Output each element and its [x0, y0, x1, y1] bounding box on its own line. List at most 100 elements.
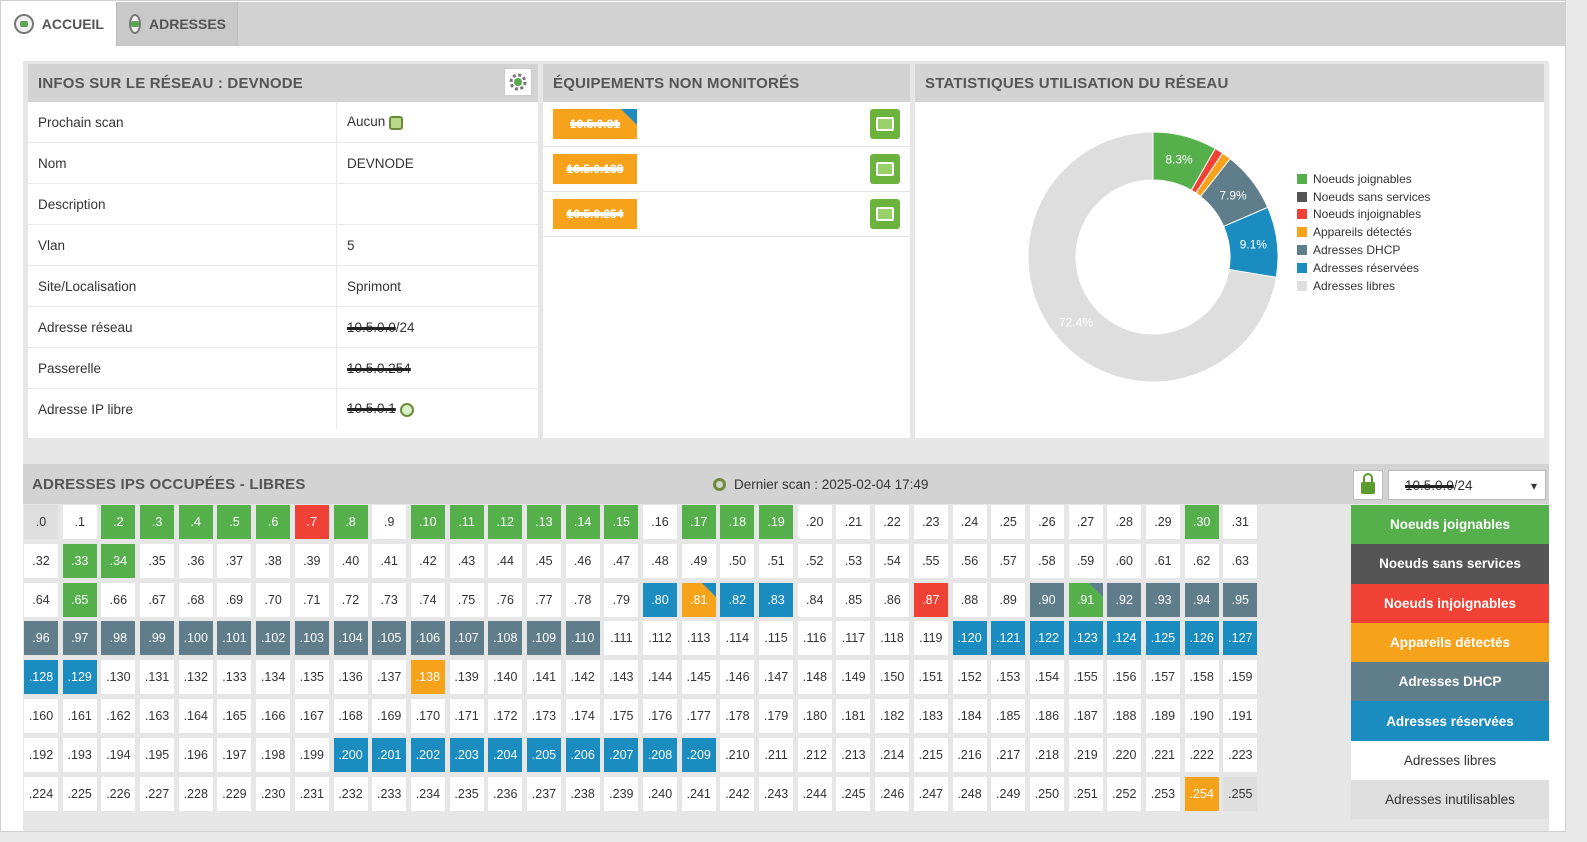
tab-accueil[interactable]: ACCUEIL [2, 2, 116, 46]
ip-cell-free[interactable]: .60 [1107, 543, 1142, 578]
ip-cell-free[interactable]: .136 [333, 660, 368, 695]
legend-item[interactable]: Appareils détectés [1297, 223, 1430, 241]
add-monitoring-button[interactable] [870, 154, 900, 184]
ip-cell-reachable[interactable]: .8 [333, 505, 368, 539]
legend-item[interactable]: Noeuds joignables [1297, 170, 1430, 188]
ip-cell-free[interactable]: .250 [1029, 776, 1064, 811]
ip-cell-free[interactable]: .112 [643, 621, 677, 656]
ip-cell-free[interactable]: .130 [101, 660, 136, 695]
ip-cell-dhcp[interactable]: .106 [410, 621, 445, 656]
status-filter[interactable]: Noeuds joignables [1351, 505, 1549, 545]
ip-cell-reserved[interactable]: .208 [643, 737, 677, 772]
ip-cell-reserved[interactable]: .127 [1223, 621, 1258, 656]
legend-item[interactable]: Noeuds sans services [1297, 188, 1430, 206]
tab-adresses[interactable]: ADRESSES [116, 2, 238, 46]
ip-cell-unusable[interactable]: .0 [24, 505, 58, 539]
ip-cell-free[interactable]: .240 [643, 776, 677, 811]
ip-cell-free[interactable]: .218 [1029, 737, 1064, 772]
status-filter[interactable]: Adresses libres [1351, 740, 1549, 781]
ip-cell-dhcp[interactable]: .101 [217, 621, 252, 656]
ip-cell-free[interactable]: .169 [372, 698, 407, 733]
ip-cell-free[interactable]: .132 [178, 660, 213, 695]
ip-cell-free[interactable]: .245 [836, 776, 871, 811]
equipment-ip-badge[interactable]: 10.5.0.81 [553, 109, 637, 139]
ip-cell-reachable[interactable]: .4 [178, 505, 213, 539]
ip-cell-free[interactable]: .20 [797, 505, 832, 539]
ip-cell-free[interactable]: .56 [952, 543, 987, 578]
ip-cell-free[interactable]: .216 [952, 737, 987, 772]
ip-cell-free[interactable]: .70 [256, 582, 291, 617]
ip-cell-free[interactable]: .146 [720, 660, 755, 695]
ip-cell-free[interactable]: .21 [836, 505, 871, 539]
ip-cell-free[interactable]: .113 [681, 621, 716, 656]
ip-cell-free[interactable]: .162 [101, 698, 136, 733]
ip-cell-free[interactable]: .42 [410, 543, 445, 578]
ip-cell-free[interactable]: .237 [526, 776, 561, 811]
legend-item[interactable]: Adresses DHCP [1297, 241, 1430, 259]
ip-cell-reachable[interactable]: .19 [759, 505, 794, 539]
ip-cell-unreachable[interactable]: .7 [294, 505, 329, 539]
ip-cell-free[interactable]: .31 [1223, 505, 1258, 539]
ip-cell-free[interactable]: .149 [836, 660, 871, 695]
ip-cell-free[interactable]: .156 [1107, 660, 1142, 695]
ip-cell-free[interactable]: .69 [217, 582, 252, 617]
ip-cell-free[interactable]: .23 [913, 505, 948, 539]
ip-cell-free[interactable]: .71 [294, 582, 329, 617]
ip-cell-reachable[interactable]: .13 [526, 505, 561, 539]
ip-cell-free[interactable]: .111 [604, 621, 639, 656]
ip-cell-reserved[interactable]: .200 [333, 737, 368, 772]
ip-cell-free[interactable]: .59 [1068, 543, 1103, 578]
ip-cell-free[interactable]: .43 [449, 543, 484, 578]
ip-cell-dhcp[interactable]: .108 [488, 621, 523, 656]
ip-cell-free[interactable]: .225 [62, 776, 97, 811]
ip-cell-reserved[interactable]: .125 [1145, 621, 1180, 656]
ip-cell-free[interactable]: .185 [991, 698, 1026, 733]
ip-cell-free[interactable]: .248 [952, 776, 987, 811]
ip-cell-free[interactable]: .77 [526, 582, 561, 617]
ip-cell-free[interactable]: .72 [333, 582, 368, 617]
legend-item[interactable]: Adresses réservées [1297, 259, 1430, 277]
ip-cell-reserved[interactable]: .204 [488, 737, 523, 772]
ip-cell-reachable[interactable]: .14 [565, 505, 600, 539]
ip-cell-free[interactable]: .26 [1029, 505, 1064, 539]
ip-cell-free[interactable]: .52 [797, 543, 832, 578]
ip-cell-free[interactable]: .152 [952, 660, 987, 695]
add-ip-icon[interactable] [399, 402, 414, 417]
ip-cell-free[interactable]: .168 [333, 698, 368, 733]
lock-button[interactable] [1353, 470, 1383, 500]
ip-cell-dhcp[interactable]: .105 [372, 621, 407, 656]
ip-cell-reachable[interactable]: .18 [720, 505, 755, 539]
ip-cell-reserved[interactable]: .83 [759, 582, 794, 617]
ip-cell-unusable[interactable]: .255 [1223, 776, 1258, 811]
ip-cell-free[interactable]: .239 [604, 776, 639, 811]
ip-cell-free[interactable]: .62 [1184, 543, 1219, 578]
ip-cell-free[interactable]: .140 [488, 660, 523, 695]
ip-cell-free[interactable]: .147 [759, 660, 794, 695]
ip-cell-free[interactable]: .46 [565, 543, 600, 578]
ip-cell-free[interactable]: .116 [797, 621, 832, 656]
ip-cell-free[interactable]: .192 [24, 737, 58, 772]
ip-cell-free[interactable]: .74 [410, 582, 445, 617]
ip-cell-dhcp[interactable]: .102 [256, 621, 291, 656]
ip-cell-free[interactable]: .134 [256, 660, 291, 695]
ip-cell-free[interactable]: .63 [1223, 543, 1258, 578]
ip-cell-free[interactable]: .131 [140, 660, 175, 695]
ip-cell-reserved[interactable]: .126 [1184, 621, 1219, 656]
ip-cell-reachable[interactable]: .2 [101, 505, 136, 539]
ip-cell-reserved[interactable]: .82 [720, 582, 755, 617]
ip-cell-free[interactable]: .198 [256, 737, 291, 772]
ip-cell-free[interactable]: .114 [720, 621, 755, 656]
ip-cell-free[interactable]: .45 [526, 543, 561, 578]
ip-cell-free[interactable]: .230 [256, 776, 291, 811]
ip-cell-free[interactable]: .68 [178, 582, 213, 617]
ip-cell-free[interactable]: .117 [836, 621, 871, 656]
ip-cell-free[interactable]: .194 [101, 737, 136, 772]
ip-cell-free[interactable]: .213 [836, 737, 871, 772]
ip-cell-free[interactable]: .215 [913, 737, 948, 772]
ip-cell-free[interactable]: .242 [720, 776, 755, 811]
ip-cell-free[interactable]: .64 [24, 582, 58, 617]
donut-slice-6[interactable] [1027, 131, 1277, 383]
ip-cell-free[interactable]: .36 [178, 543, 213, 578]
ip-cell-free[interactable]: .27 [1068, 505, 1103, 539]
ip-cell-free[interactable]: .29 [1145, 505, 1180, 539]
